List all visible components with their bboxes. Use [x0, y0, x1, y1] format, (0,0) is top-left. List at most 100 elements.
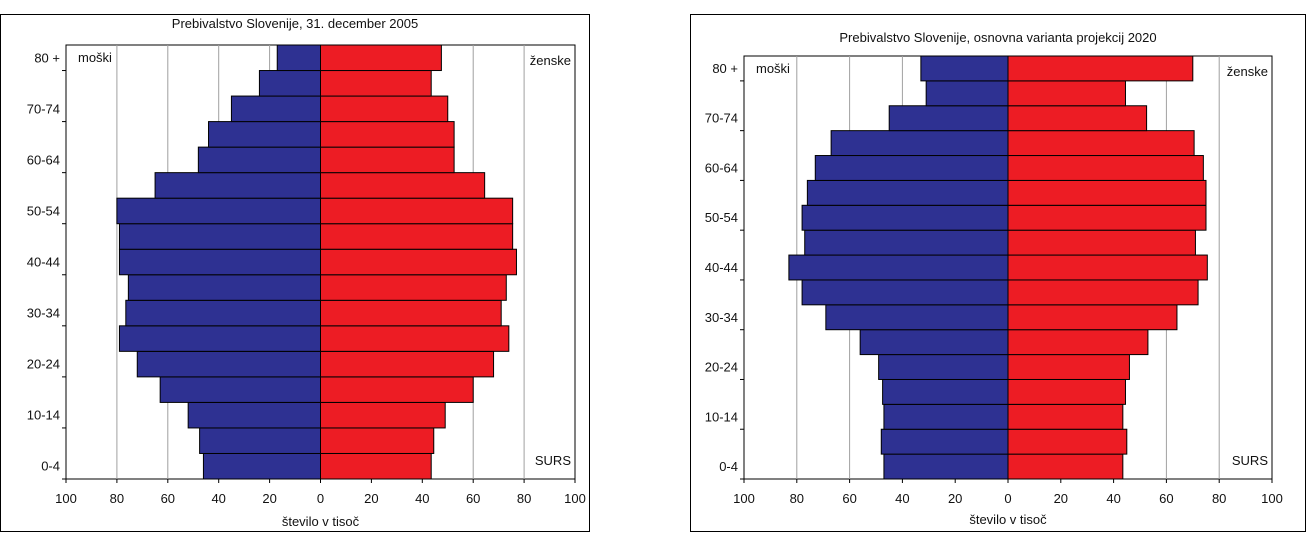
bar-female [1007, 105, 1148, 132]
x-tick-label: 100 [564, 491, 586, 506]
bar-female [320, 146, 455, 174]
bar-female [320, 274, 507, 301]
bar-male [197, 146, 321, 174]
x-tick-label: 100 [1261, 491, 1283, 506]
bar-female [320, 70, 432, 97]
label-male: moški [756, 61, 790, 76]
pyramid-chart-2005: Prebivalstvo Slovenije, 31. december 200… [0, 14, 590, 537]
bar-female [320, 325, 510, 352]
bar-male [878, 354, 1009, 380]
y-tick-label: 0-4 [41, 459, 60, 474]
x-tick-label: 100 [55, 491, 77, 506]
bar-female [1007, 130, 1195, 157]
bar-female [320, 376, 474, 403]
x-tick-label: 60 [466, 491, 480, 506]
bar-male [801, 204, 1009, 231]
bar-female [1007, 254, 1208, 281]
y-tick-label: 40-44 [27, 255, 60, 270]
label-male: moški [78, 50, 112, 65]
y-tick-label: 10-14 [27, 408, 60, 423]
bar-male [804, 229, 1009, 256]
chart-title: Prebivalstvo Slovenije, 31. december 200… [172, 16, 418, 31]
bar-male [118, 325, 321, 352]
bar-male [883, 453, 1009, 480]
bar-male [806, 179, 1009, 206]
y-tick-label: 60-64 [705, 160, 738, 175]
bar-female [320, 121, 455, 148]
x-tick-label: 20 [948, 491, 962, 506]
x-tick-label: 60 [161, 491, 175, 506]
bar-female [1007, 80, 1126, 107]
x-tick-label: 40 [415, 491, 429, 506]
bar-female [1007, 453, 1124, 480]
y-tick-label: 10-14 [705, 409, 738, 424]
bar-female [320, 427, 435, 454]
bar-female [320, 350, 495, 378]
x-tick-label: 80 [110, 491, 124, 506]
chart-title: Prebivalstvo Slovenije, osnovna varianta… [839, 30, 1156, 45]
label-female: ženske [1227, 64, 1268, 79]
bar-male [883, 403, 1009, 430]
x-tick-label: 80 [1212, 491, 1226, 506]
y-tick-label: 80 + [712, 61, 738, 76]
x-axis-label: število v tisoč [969, 512, 1047, 527]
source-label: SURS [1232, 453, 1268, 468]
x-tick-label: 20 [262, 491, 276, 506]
y-tick-label: 40-44 [705, 260, 738, 275]
bar-female [320, 44, 442, 72]
bar-female [1007, 155, 1204, 181]
x-tick-label: 60 [842, 491, 856, 506]
bar-male [230, 95, 321, 123]
bar-male [159, 376, 321, 403]
bar-male [118, 223, 321, 250]
bar-female [1007, 428, 1128, 455]
bar-male [202, 452, 321, 480]
x-tick-label: 20 [364, 491, 378, 506]
bar-female [1007, 179, 1207, 206]
bar-female [1007, 55, 1194, 82]
x-tick-label: 0 [1004, 491, 1011, 506]
bar-female [320, 223, 514, 250]
bar-male [125, 299, 322, 327]
y-tick-label: 20-24 [27, 357, 60, 372]
bar-female [320, 299, 502, 327]
bar-female [1007, 229, 1196, 256]
bar-female [1007, 329, 1149, 356]
source-label: SURS [535, 453, 571, 468]
bar-female [1007, 403, 1124, 430]
x-tick-label: 80 [517, 491, 531, 506]
bar-male [925, 80, 1009, 107]
bar-female [1007, 204, 1207, 231]
x-tick-label: 40 [1106, 491, 1120, 506]
bar-female [320, 248, 517, 276]
bar-male [859, 329, 1009, 356]
bar-female [1007, 354, 1130, 380]
bar-female [320, 172, 486, 199]
bar-male [830, 130, 1009, 157]
y-tick-label: 70-74 [27, 101, 60, 116]
pyramid-chart-2020: Prebivalstvo Slovenije, osnovna varianta… [690, 14, 1306, 537]
bar-male [187, 401, 321, 429]
bar-male [258, 70, 322, 97]
y-tick-label: 80 + [34, 50, 60, 65]
bar-male [882, 378, 1009, 405]
y-tick-label: 70-74 [705, 111, 738, 126]
bar-male [118, 248, 321, 276]
y-tick-label: 50-54 [705, 210, 738, 225]
bar-male [136, 350, 321, 378]
x-tick-label: 40 [211, 491, 225, 506]
bar-female [1007, 378, 1126, 405]
x-axis-label: število v tisoč [282, 514, 360, 529]
bar-male [154, 172, 321, 199]
x-tick-label: 40 [895, 491, 909, 506]
bar-female [320, 452, 432, 480]
bar-male [825, 304, 1009, 331]
y-tick-label: 0-4 [719, 459, 738, 474]
x-tick-label: 60 [1159, 491, 1173, 506]
label-female: ženske [530, 53, 571, 68]
chart-svg: Prebivalstvo Slovenije, 31. december 200… [0, 14, 590, 532]
bar-male [199, 427, 321, 454]
chart-svg: Prebivalstvo Slovenije, osnovna varianta… [690, 14, 1306, 532]
x-tick-label: 80 [790, 491, 804, 506]
x-tick-label: 20 [1054, 491, 1068, 506]
